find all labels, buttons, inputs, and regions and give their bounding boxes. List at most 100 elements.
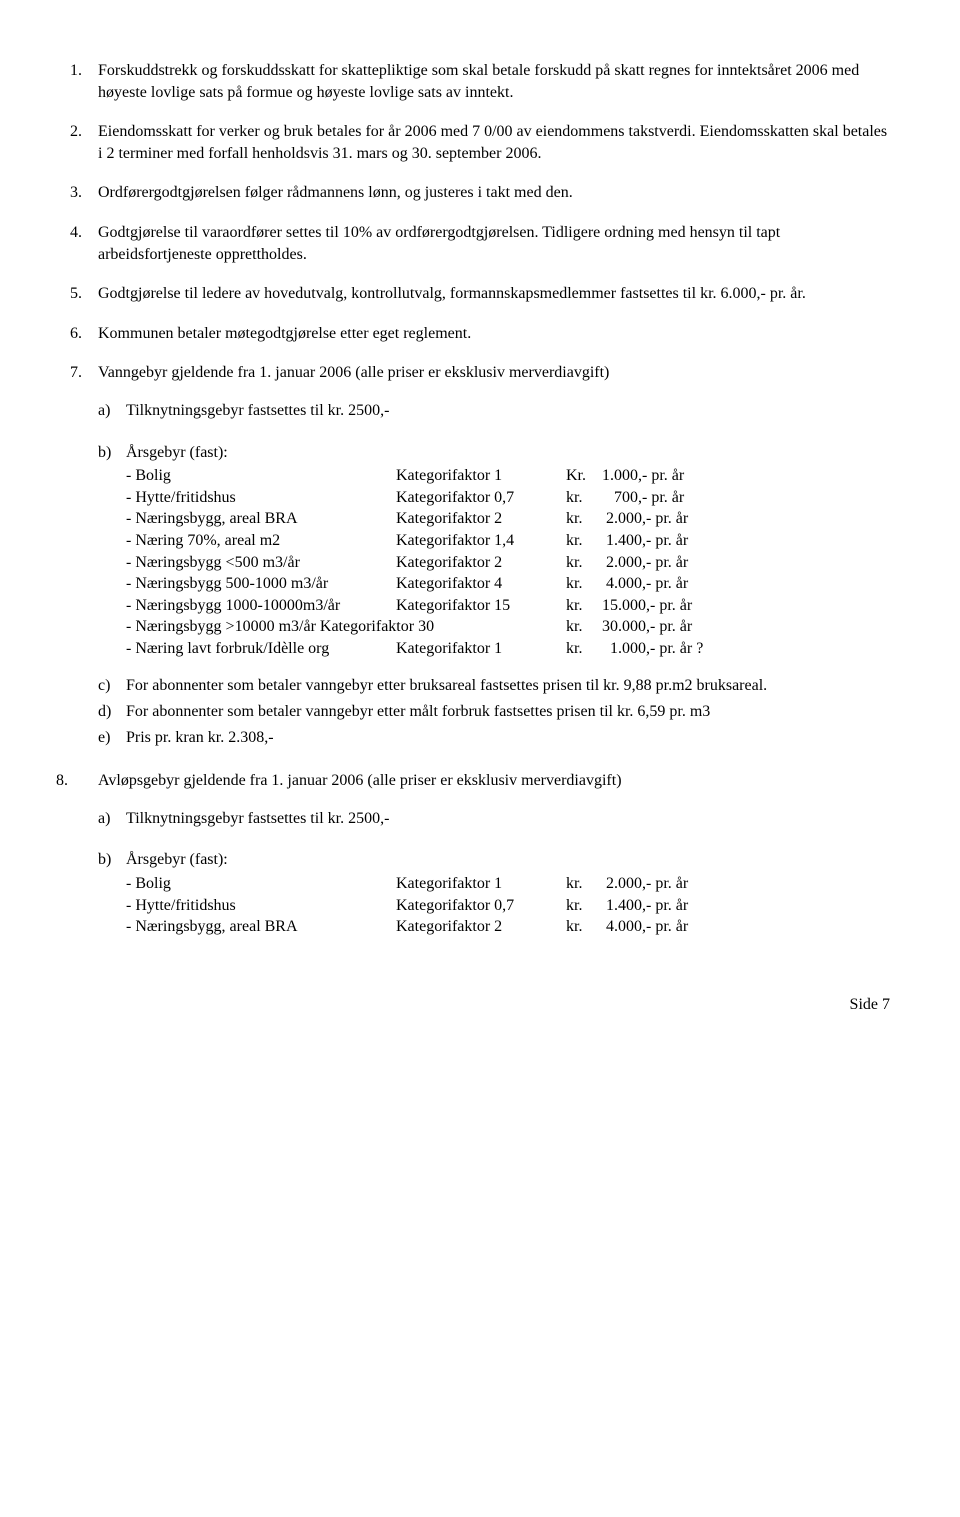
list-item-6: 6. Kommunen betaler møtegodtgjørelse ett…	[70, 323, 890, 345]
fee-row: - Næringsbygg 500-1000 m3/år Kategorifak…	[126, 573, 890, 595]
sub-letter: b)	[98, 849, 126, 871]
item-number: 6.	[70, 323, 98, 345]
fee-amount: 15.000,- pr. år	[602, 595, 742, 617]
fee-currency: kr.	[566, 552, 602, 574]
fee-table-avlopsgebyr: - Bolig Kategorifaktor 1 kr. 2.000,- pr.…	[126, 873, 890, 938]
list-item-3: 3. Ordførergodtgjørelsen følger rådmanne…	[70, 182, 890, 204]
fee-amount: 1.000,- pr. år ?	[602, 638, 742, 660]
item-number: 5.	[70, 283, 98, 305]
fee-row: - Hytte/fritidshus Kategorifaktor 0,7 kr…	[126, 487, 890, 509]
sub-title: Årsgebyr (fast):	[126, 849, 890, 871]
fee-currency: kr.	[566, 638, 602, 660]
item-number: 3.	[70, 182, 98, 204]
fee-category: Kategorifaktor 1	[396, 465, 566, 487]
fee-currency: kr.	[566, 895, 602, 917]
fee-row: - Næringsbygg <500 m3/år Kategorifaktor …	[126, 552, 890, 574]
sub-item-b: b) Årsgebyr (fast):	[98, 442, 890, 464]
item-body: Avløpsgebyr gjeldende fra 1. januar 2006…	[98, 770, 890, 954]
fee-amount: 1.400,- pr. år	[602, 530, 742, 552]
fee-name: - Næringsbygg <500 m3/år	[126, 552, 396, 574]
sub-text: For abonnenter som betaler vanngebyr ett…	[126, 701, 890, 723]
fee-currency: kr.	[566, 595, 602, 617]
fee-row: - Næringsbygg, areal BRA Kategorifaktor …	[126, 916, 890, 938]
item-text: Ordførergodtgjørelsen følger rådmannens …	[98, 182, 890, 204]
fee-category: Kategorifaktor 15	[396, 595, 566, 617]
sub-letter: c)	[98, 675, 126, 697]
sub-item-a: a) Tilknytningsgebyr fastsettes til kr. …	[98, 808, 890, 830]
item-text: Godtgjørelse til varaordfører settes til…	[98, 222, 890, 265]
sub-text: For abonnenter som betaler vanngebyr ett…	[126, 675, 890, 697]
sub-letter: a)	[98, 808, 126, 830]
fee-amount: 2.000,- pr. år	[602, 508, 742, 530]
fee-name: - Næringsbygg 500-1000 m3/år	[126, 573, 396, 595]
fee-row: - Næringsbygg, areal BRA Kategorifaktor …	[126, 508, 890, 530]
fee-category: Kategorifaktor 4	[396, 573, 566, 595]
list-item-5: 5. Godtgjørelse til ledere av hovedutval…	[70, 283, 890, 305]
fee-row: - Bolig Kategorifaktor 1 Kr. 1.000,- pr.…	[126, 465, 890, 487]
fee-category: Kategorifaktor 1,4	[396, 530, 566, 552]
item-body: Vanngebyr gjeldende fra 1. januar 2006 (…	[98, 362, 890, 752]
fee-row: - Næring lavt forbruk/Idèlle org Kategor…	[126, 638, 890, 660]
fee-currency: kr.	[566, 487, 602, 509]
page-number: Side 7	[70, 994, 890, 1016]
sub-title: Årsgebyr (fast):	[126, 442, 890, 464]
fee-name: - Næring lavt forbruk/Idèlle org	[126, 638, 396, 660]
item-text: Eiendomsskatt for verker og bruk betales…	[98, 121, 890, 164]
sub-text: Tilknytningsgebyr fastsettes til kr. 250…	[126, 808, 890, 830]
item-text: Godtgjørelse til ledere av hovedutvalg, …	[98, 283, 890, 305]
item-number: 4.	[70, 222, 98, 265]
fee-row: - Næringsbygg 1000-10000m3/år Kategorifa…	[126, 595, 890, 617]
item-number: 2.	[70, 121, 98, 164]
sub-item-d: d) For abonnenter som betaler vanngebyr …	[98, 701, 890, 723]
fee-amount: 2.000,- pr. år	[602, 552, 742, 574]
fee-name: - Bolig	[126, 465, 396, 487]
item-number: 1.	[70, 60, 98, 103]
fee-currency: kr.	[566, 573, 602, 595]
sub-text: Pris pr. kran kr. 2.308,-	[126, 727, 890, 749]
fee-name: - Hytte/fritidshus	[126, 895, 396, 917]
section-title: Avløpsgebyr gjeldende fra 1. januar 2006…	[98, 770, 890, 792]
fee-name: - Bolig	[126, 873, 396, 895]
list-item-7: 7. Vanngebyr gjeldende fra 1. januar 200…	[70, 362, 890, 752]
fee-currency: kr.	[566, 616, 602, 638]
sub-letter: a)	[98, 400, 126, 422]
list-item-2: 2. Eiendomsskatt for verker og bruk beta…	[70, 121, 890, 164]
fee-amount: 30.000,- pr. år	[602, 616, 742, 638]
item-text: Forskuddstrekk og forskuddsskatt for ska…	[98, 60, 890, 103]
fee-category: Kategorifaktor 2	[396, 916, 566, 938]
item-number: 8.	[56, 770, 98, 954]
sub-text: Tilknytningsgebyr fastsettes til kr. 250…	[126, 400, 890, 422]
fee-currency: kr.	[566, 873, 602, 895]
fee-table-vanngebyr: - Bolig Kategorifaktor 1 Kr. 1.000,- pr.…	[126, 465, 890, 659]
fee-amount: 4.000,- pr. år	[602, 573, 742, 595]
item-text: Kommunen betaler møtegodtgjørelse etter …	[98, 323, 890, 345]
list-item-8: 8. Avløpsgebyr gjeldende fra 1. januar 2…	[56, 770, 890, 954]
fee-currency: kr.	[566, 508, 602, 530]
sub-item-b: b) Årsgebyr (fast):	[98, 849, 890, 871]
sub-item-e: e) Pris pr. kran kr. 2.308,-	[98, 727, 890, 749]
fee-row: - Bolig Kategorifaktor 1 kr. 2.000,- pr.…	[126, 873, 890, 895]
fee-row: - Næring 70%, areal m2 Kategorifaktor 1,…	[126, 530, 890, 552]
fee-currency: Kr.	[566, 465, 602, 487]
fee-currency: kr.	[566, 530, 602, 552]
section-title: Vanngebyr gjeldende fra 1. januar 2006 (…	[98, 362, 890, 384]
sub-letter: e)	[98, 727, 126, 749]
fee-name: - Hytte/fritidshus	[126, 487, 396, 509]
fee-name: - Næringsbygg, areal BRA	[126, 916, 396, 938]
fee-category: Kategorifaktor 0,7	[396, 895, 566, 917]
fee-amount: 2.000,- pr. år	[602, 873, 742, 895]
list-item-4: 4. Godtgjørelse til varaordfører settes …	[70, 222, 890, 265]
fee-name: - Næring 70%, areal m2	[126, 530, 396, 552]
fee-name: - Næringsbygg 1000-10000m3/år	[126, 595, 396, 617]
sub-item-c: c) For abonnenter som betaler vanngebyr …	[98, 675, 890, 697]
sub-letter: d)	[98, 701, 126, 723]
fee-amount: 700,- pr. år	[602, 487, 742, 509]
fee-amount: 1.000,- pr. år	[602, 465, 742, 487]
fee-category: Kategorifaktor 2	[396, 508, 566, 530]
fee-amount: 4.000,- pr. år	[602, 916, 742, 938]
fee-name: - Næringsbygg, areal BRA	[126, 508, 396, 530]
fee-amount: 1.400,- pr. år	[602, 895, 742, 917]
fee-category: Kategorifaktor 0,7	[396, 487, 566, 509]
list-item-1: 1. Forskuddstrekk og forskuddsskatt for …	[70, 60, 890, 103]
fee-name: - Næringsbygg >10000 m3/år Kategorifakto…	[126, 616, 566, 638]
